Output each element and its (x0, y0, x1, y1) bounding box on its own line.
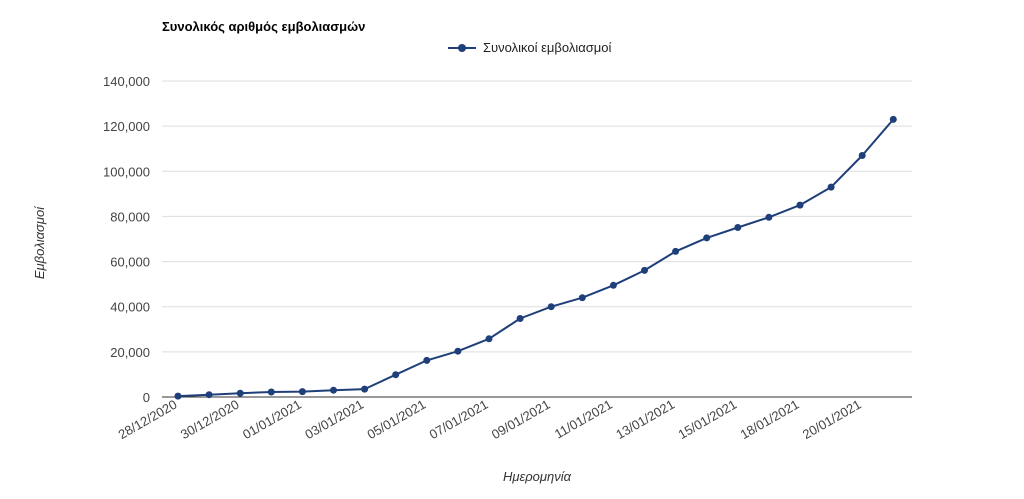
data-point[interactable] (641, 266, 648, 274)
x-tick-label: 07/01/2021 (427, 397, 491, 443)
data-point[interactable] (765, 213, 773, 221)
y-axis-ticks: 0 20,000 40,000 60,000 80,000 100,000 120,000 1… (103, 74, 150, 405)
data-point[interactable] (516, 315, 524, 322)
data-point[interactable] (889, 115, 897, 123)
series-group (174, 115, 897, 400)
data-point[interactable] (578, 294, 586, 302)
x-axis-label: Ημερομηνία (503, 469, 572, 484)
data-point[interactable] (174, 392, 182, 400)
x-axis-ticks: 28/12/202030/12/202001/01/202103/01/2021… (116, 397, 864, 443)
data-point[interactable] (330, 386, 337, 394)
data-point[interactable] (796, 201, 804, 209)
y-tick-label: 140,000 (103, 74, 150, 89)
x-tick-label: 18/01/2021 (738, 397, 802, 443)
y-tick-label: 0 (143, 390, 150, 405)
x-tick-label: 20/01/2021 (800, 397, 864, 443)
data-point[interactable] (827, 183, 835, 191)
data-point[interactable] (298, 388, 306, 396)
y-tick-label: 20,000 (110, 345, 150, 360)
x-tick-label: 03/01/2021 (302, 397, 366, 443)
y-tick-label: 60,000 (110, 255, 150, 270)
data-point[interactable] (485, 335, 493, 343)
data-point[interactable] (547, 303, 555, 311)
data-point[interactable] (205, 391, 213, 399)
x-tick-label: 11/01/2021 (552, 397, 615, 442)
y-tick-label: 80,000 (110, 209, 150, 224)
x-tick-label: 30/12/2020 (178, 397, 242, 443)
y-tick-label: 120,000 (103, 119, 150, 134)
data-point[interactable] (423, 356, 431, 364)
gridlines (162, 80, 912, 398)
data-point[interactable] (454, 347, 462, 355)
data-point[interactable] (858, 152, 866, 159)
data-point[interactable] (361, 385, 369, 393)
data-point[interactable] (267, 388, 275, 396)
x-tick-label: 13/01/2021 (613, 397, 677, 443)
data-point[interactable] (236, 389, 244, 397)
legend-line-marker-icon (448, 43, 476, 52)
data-point[interactable] (609, 281, 617, 289)
legend[interactable]: Συνολικοί εμβολιασμοί (447, 40, 611, 55)
y-axis-label: Εμβολιασμοί (32, 206, 47, 279)
x-tick-label: 01/01/2021 (240, 397, 304, 443)
y-tick-label: 40,000 (110, 300, 150, 315)
series-line (177, 118, 895, 398)
y-tick-label: 100,000 (103, 164, 150, 179)
data-point[interactable] (734, 224, 742, 231)
data-point[interactable] (672, 247, 680, 255)
x-tick-label: 05/01/2021 (364, 397, 428, 443)
x-tick-label: 15/01/2021 (675, 397, 739, 443)
legend-label: Συνολικοί εμβολιασμοί (483, 40, 612, 55)
chart-title: Συνολικός αριθμός εμβολιασμών (162, 19, 366, 34)
data-point[interactable] (392, 371, 400, 379)
x-tick-label: 09/01/2021 (489, 397, 553, 443)
data-point[interactable] (703, 234, 711, 242)
